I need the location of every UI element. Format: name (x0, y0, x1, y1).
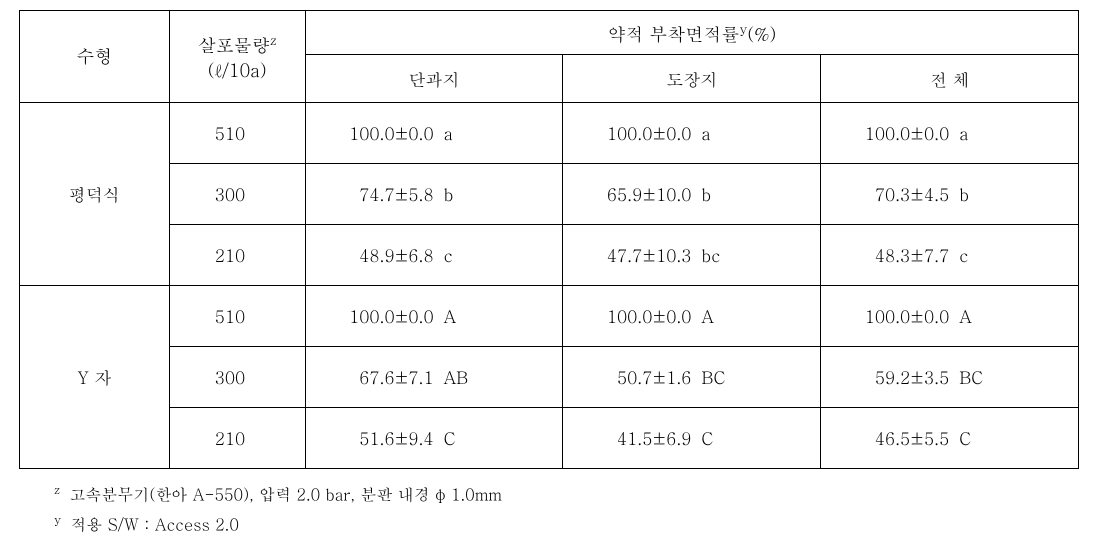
measure-value: 100.0±0.0 (821, 304, 959, 328)
header-adhesion-rate: 약적 부착면적률y(%) (305, 11, 1078, 55)
measure-group-letter: bc (701, 243, 720, 267)
cell-total: 59.2±3.5BC (821, 347, 1079, 408)
cell-tree-type: Y 자 (20, 286, 170, 469)
measure-value: 74.7±5.8 (306, 182, 444, 206)
measure-value: 47.7±10.3 (563, 243, 701, 267)
table-row: 30074.7±5.8b65.9±10.0b70.3±4.5b (20, 164, 1079, 225)
measure-value: 41.5±6.9 (563, 426, 701, 450)
measure-value: 100.0±0.0 (563, 121, 701, 145)
table-body: 평덕식510100.0±0.0a100.0±0.0a100.0±0.0a3007… (20, 103, 1079, 469)
subheader-top-branch: 도장지 (563, 55, 821, 103)
measure-group-letter: c (959, 243, 968, 267)
header-tree-type: 수형 (20, 11, 170, 103)
measure-group-letter: c (444, 243, 453, 267)
table-row: 21048.9±6.8c47.7±10.3bc48.3±7.7c (20, 225, 1079, 286)
table-row: 21051.6±9.4C41.5±6.9C46.5±5.5C (20, 408, 1079, 469)
cell-volume: 210 (169, 408, 305, 469)
cell-volume: 510 (169, 103, 305, 164)
adhesion-table: 수형 살포물량z(ℓ/10a) 약적 부착면적률y(%) 단과지 도장지 전 체… (19, 10, 1079, 469)
measure-group-letter: C (959, 426, 971, 450)
measure-value: 100.0±0.0 (821, 121, 959, 145)
measure-group-letter: A (959, 304, 972, 328)
header-spray-volume: 살포물량z(ℓ/10a) (169, 11, 305, 103)
measure-group-letter: a (701, 121, 710, 145)
cell-total: 48.3±7.7c (821, 225, 1079, 286)
measure-value: 100.0±0.0 (563, 304, 701, 328)
cell-top-branch: 65.9±10.0b (563, 164, 821, 225)
measure-group-letter: b (444, 182, 454, 206)
cell-short-branch: 51.6±9.4C (305, 408, 563, 469)
footnotes: z 고속분무기(한아 A-550), 압력 2.0 bar, 분판 내경 φ 1… (19, 479, 1079, 539)
measure-group-letter: BC (959, 365, 983, 389)
cell-total: 100.0±0.0a (821, 103, 1079, 164)
cell-total: 70.3±4.5b (821, 164, 1079, 225)
cell-short-branch: 74.7±5.8b (305, 164, 563, 225)
cell-volume: 210 (169, 225, 305, 286)
measure-group-letter: AB (444, 365, 469, 389)
cell-top-branch: 100.0±0.0A (563, 286, 821, 347)
measure-value: 100.0±0.0 (306, 304, 444, 328)
cell-total: 100.0±0.0A (821, 286, 1079, 347)
measure-value: 65.9±10.0 (563, 182, 701, 206)
cell-top-branch: 41.5±6.9C (563, 408, 821, 469)
cell-short-branch: 100.0±0.0A (305, 286, 563, 347)
measure-group-letter: BC (701, 365, 725, 389)
measure-value: 51.6±9.4 (306, 426, 444, 450)
cell-tree-type: 평덕식 (20, 103, 170, 286)
cell-volume: 510 (169, 286, 305, 347)
footnote-y: y 적용 S/W : Access 2.0 (54, 509, 1079, 539)
measure-value: 48.9±6.8 (306, 243, 444, 267)
measure-value: 48.3±7.7 (821, 243, 959, 267)
measure-group-letter: A (701, 304, 714, 328)
cell-total: 46.5±5.5C (821, 408, 1079, 469)
subheader-short-branch: 단과지 (305, 55, 563, 103)
measure-group-letter: a (444, 121, 453, 145)
measure-group-letter: b (701, 182, 711, 206)
measure-group-letter: C (701, 426, 713, 450)
table-row: Y 자510100.0±0.0A100.0±0.0A100.0±0.0A (20, 286, 1079, 347)
cell-short-branch: 100.0±0.0a (305, 103, 563, 164)
measure-value: 70.3±4.5 (821, 182, 959, 206)
table-row: 평덕식510100.0±0.0a100.0±0.0a100.0±0.0a (20, 103, 1079, 164)
measure-value: 100.0±0.0 (306, 121, 444, 145)
cell-top-branch: 100.0±0.0a (563, 103, 821, 164)
measure-group-letter: b (959, 182, 969, 206)
table-row: 30067.6±7.1AB50.7±1.6BC59.2±3.5BC (20, 347, 1079, 408)
subheader-total: 전 체 (821, 55, 1079, 103)
measure-group-letter: a (959, 121, 968, 145)
cell-short-branch: 67.6±7.1AB (305, 347, 563, 408)
cell-top-branch: 47.7±10.3bc (563, 225, 821, 286)
measure-value: 59.2±3.5 (821, 365, 959, 389)
cell-volume: 300 (169, 347, 305, 408)
measure-value: 46.5±5.5 (821, 426, 959, 450)
measure-value: 67.6±7.1 (306, 365, 444, 389)
cell-volume: 300 (169, 164, 305, 225)
measure-group-letter: C (444, 426, 456, 450)
footnote-z: z 고속분무기(한아 A-550), 압력 2.0 bar, 분판 내경 φ 1… (54, 479, 1079, 509)
measure-group-letter: A (444, 304, 457, 328)
cell-short-branch: 48.9±6.8c (305, 225, 563, 286)
measure-value: 50.7±1.6 (563, 365, 701, 389)
cell-top-branch: 50.7±1.6BC (563, 347, 821, 408)
